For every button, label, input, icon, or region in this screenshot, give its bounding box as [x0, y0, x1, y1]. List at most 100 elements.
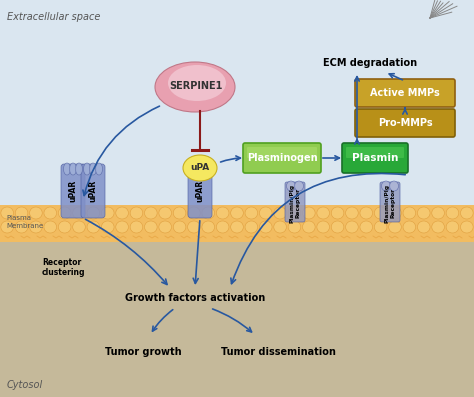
Ellipse shape [418, 221, 430, 233]
Ellipse shape [389, 207, 401, 219]
Ellipse shape [75, 163, 82, 175]
Ellipse shape [159, 207, 172, 219]
Ellipse shape [461, 221, 473, 233]
Ellipse shape [90, 163, 97, 175]
Text: ECM degradation: ECM degradation [323, 58, 417, 68]
Ellipse shape [202, 221, 215, 233]
Ellipse shape [73, 207, 85, 219]
Text: Plasmin: Plasmin [352, 153, 398, 163]
Ellipse shape [87, 207, 100, 219]
FancyBboxPatch shape [247, 147, 317, 158]
Ellipse shape [188, 207, 200, 219]
Ellipse shape [188, 221, 200, 233]
Ellipse shape [173, 221, 186, 233]
Ellipse shape [216, 221, 229, 233]
Ellipse shape [390, 181, 399, 191]
Ellipse shape [446, 221, 459, 233]
FancyBboxPatch shape [61, 164, 85, 218]
Text: Cytosol: Cytosol [7, 380, 43, 390]
Ellipse shape [259, 221, 272, 233]
Ellipse shape [360, 207, 373, 219]
Ellipse shape [202, 163, 210, 175]
Ellipse shape [446, 207, 459, 219]
Text: Plasma
Membrane: Plasma Membrane [6, 216, 43, 229]
Text: uPAR: uPAR [89, 180, 98, 202]
Text: Tumor dissemination: Tumor dissemination [220, 347, 336, 357]
Ellipse shape [360, 221, 373, 233]
FancyBboxPatch shape [285, 182, 305, 222]
Ellipse shape [159, 221, 172, 233]
Ellipse shape [317, 207, 329, 219]
Ellipse shape [87, 221, 100, 233]
Ellipse shape [44, 221, 56, 233]
Ellipse shape [382, 181, 391, 191]
Ellipse shape [145, 207, 157, 219]
Text: Tumor growth: Tumor growth [105, 347, 182, 357]
Ellipse shape [389, 221, 401, 233]
Ellipse shape [432, 207, 445, 219]
Ellipse shape [101, 221, 114, 233]
Ellipse shape [83, 163, 91, 175]
Ellipse shape [231, 221, 243, 233]
FancyBboxPatch shape [243, 143, 321, 173]
Ellipse shape [418, 207, 430, 219]
FancyBboxPatch shape [380, 182, 400, 222]
Ellipse shape [1, 221, 13, 233]
Ellipse shape [145, 221, 157, 233]
Text: SERPINE1: SERPINE1 [169, 81, 223, 91]
Ellipse shape [346, 221, 358, 233]
Ellipse shape [29, 221, 42, 233]
Text: Plasmin/Plg
Receptor: Plasmin/Plg Receptor [290, 183, 301, 223]
Ellipse shape [58, 207, 71, 219]
Ellipse shape [245, 207, 258, 219]
Ellipse shape [403, 221, 416, 233]
Ellipse shape [216, 207, 229, 219]
Ellipse shape [274, 221, 286, 233]
Text: Active MMPs: Active MMPs [370, 88, 440, 98]
Ellipse shape [202, 207, 215, 219]
Text: uPAR: uPAR [195, 180, 204, 202]
FancyBboxPatch shape [188, 164, 212, 218]
Ellipse shape [130, 221, 143, 233]
FancyBboxPatch shape [346, 147, 404, 158]
Ellipse shape [70, 163, 76, 175]
Bar [0, 205, 474, 242]
Ellipse shape [116, 221, 128, 233]
Bar [0, 0, 474, 230]
FancyBboxPatch shape [355, 79, 455, 107]
Ellipse shape [317, 221, 329, 233]
Ellipse shape [231, 207, 243, 219]
Ellipse shape [168, 65, 226, 101]
Text: uPA: uPA [191, 164, 210, 173]
Ellipse shape [183, 155, 217, 181]
Ellipse shape [302, 207, 315, 219]
Ellipse shape [197, 163, 203, 175]
Ellipse shape [302, 221, 315, 233]
Text: Plasminogen: Plasminogen [246, 153, 317, 163]
Ellipse shape [173, 207, 186, 219]
Text: Extracellular space: Extracellular space [7, 12, 100, 22]
Ellipse shape [15, 207, 28, 219]
Text: Plasmin/Plg
Receptor: Plasmin/Plg Receptor [384, 183, 395, 223]
Ellipse shape [73, 221, 85, 233]
Ellipse shape [116, 207, 128, 219]
Ellipse shape [286, 181, 295, 191]
Ellipse shape [15, 221, 28, 233]
Ellipse shape [403, 207, 416, 219]
Ellipse shape [245, 221, 258, 233]
Ellipse shape [331, 221, 344, 233]
Ellipse shape [130, 207, 143, 219]
Text: Growth factors activation: Growth factors activation [125, 293, 265, 303]
Ellipse shape [44, 207, 56, 219]
Ellipse shape [274, 207, 286, 219]
Ellipse shape [29, 207, 42, 219]
Ellipse shape [259, 207, 272, 219]
Text: uPAR: uPAR [69, 180, 78, 202]
Ellipse shape [58, 221, 71, 233]
Ellipse shape [64, 163, 71, 175]
Ellipse shape [288, 207, 301, 219]
Bar [0, 230, 474, 397]
Text: Pro-MMPs: Pro-MMPs [378, 118, 432, 128]
Ellipse shape [374, 221, 387, 233]
Ellipse shape [374, 207, 387, 219]
